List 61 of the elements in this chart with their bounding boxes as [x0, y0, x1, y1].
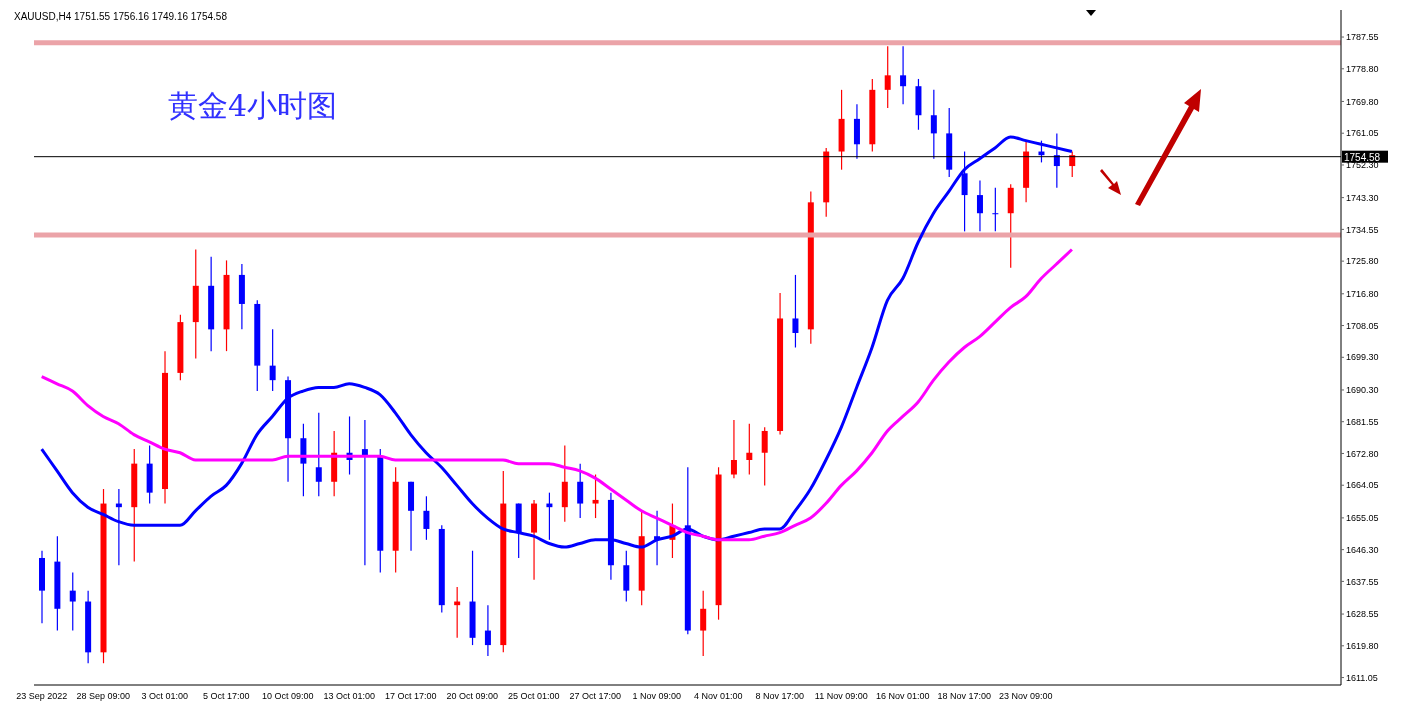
y-tick-label: 1699.30 — [1346, 352, 1379, 363]
candlestick — [900, 45, 907, 105]
y-tick-label: 1752.30 — [1346, 160, 1379, 171]
x-tick-label: 13 Oct 01:00 — [323, 691, 375, 702]
candlestick — [930, 89, 937, 160]
candlestick — [315, 412, 322, 497]
y-tick-label: 1769.80 — [1346, 96, 1379, 107]
candlestick — [761, 426, 768, 486]
x-tick-label: 4 Nov 01:00 — [693, 691, 743, 702]
x-tick-label: 28 Sep 09:00 — [76, 691, 130, 702]
y-tick-label: 1716.80 — [1346, 288, 1379, 299]
y-tick-label: 1655.05 — [1346, 513, 1379, 524]
y-tick-label: 1725.80 — [1346, 256, 1379, 267]
x-tick-label: 23 Sep 2022 — [16, 691, 68, 702]
y-tick-label: 1619.80 — [1346, 641, 1379, 651]
candlestick — [423, 495, 430, 541]
line-series — [40, 248, 1074, 542]
chart-title: XAUUSD,H4 1751.55 1756.16 1749.16 1754.58 — [14, 11, 227, 22]
candlestick — [961, 150, 968, 232]
x-tick-label: 18 Nov 17:00 — [937, 691, 992, 702]
y-tick-label: 1628.55 — [1346, 609, 1379, 620]
candlestick — [700, 590, 707, 657]
y-tick-label: 1778.80 — [1346, 63, 1379, 74]
candlestick — [730, 419, 737, 479]
y-tick-label: 1690.30 — [1346, 385, 1379, 396]
candlestick — [746, 423, 753, 476]
x-tick-label: 3 Oct 01:00 — [141, 691, 188, 702]
y-tick-label: 1743.30 — [1346, 192, 1379, 203]
x-tick-label: 8 Nov 17:00 — [755, 691, 805, 702]
x-tick-label: 20 Oct 09:00 — [446, 691, 498, 702]
y-tick-label: 1672.80 — [1346, 448, 1379, 459]
y-tick-label: 1646.30 — [1346, 544, 1379, 555]
candlestick — [884, 45, 891, 109]
x-tick-label: 27 Oct 17:00 — [569, 691, 622, 702]
candlestick — [1069, 150, 1076, 178]
candlestick — [992, 187, 999, 232]
x-tick-label: 17 Oct 17:00 — [384, 691, 437, 702]
x-tick-label: 10 Oct 09:00 — [261, 691, 314, 702]
y-tick-label: 1664.05 — [1346, 480, 1379, 491]
y-tick-label: 1708.05 — [1346, 320, 1379, 331]
candlestick — [269, 328, 276, 392]
x-tick-label: 16 Nov 01:00 — [876, 691, 930, 702]
x-tick-label: 11 Nov 09:00 — [814, 691, 868, 702]
candlestick — [976, 179, 983, 232]
y-tick-label: 1761.05 — [1346, 128, 1379, 139]
x-tick-label: 23 Nov 09:00 — [999, 691, 1053, 702]
y-tick-label: 1734.55 — [1346, 224, 1379, 235]
y-tick-label: 1637.55 — [1346, 576, 1379, 587]
x-tick-label: 25 Oct 01:00 — [507, 691, 560, 702]
x-tick-label: 1 Nov 09:00 — [632, 691, 682, 702]
candlestick — [484, 604, 491, 657]
candlestick — [592, 473, 599, 519]
y-tick-label: 1681.55 — [1346, 416, 1379, 427]
y-tick-label: 1787.55 — [1346, 32, 1379, 43]
candlestick — [577, 463, 584, 519]
ref-line-label: 1754.58 — [1344, 151, 1381, 163]
annotation: 黄金4小时图 — [168, 87, 338, 125]
y-tick-label: 1611.05 — [1346, 672, 1378, 683]
x-tick-label: 5 Oct 17:00 — [202, 691, 250, 702]
candlestick — [69, 571, 76, 632]
candlestick — [792, 274, 799, 349]
